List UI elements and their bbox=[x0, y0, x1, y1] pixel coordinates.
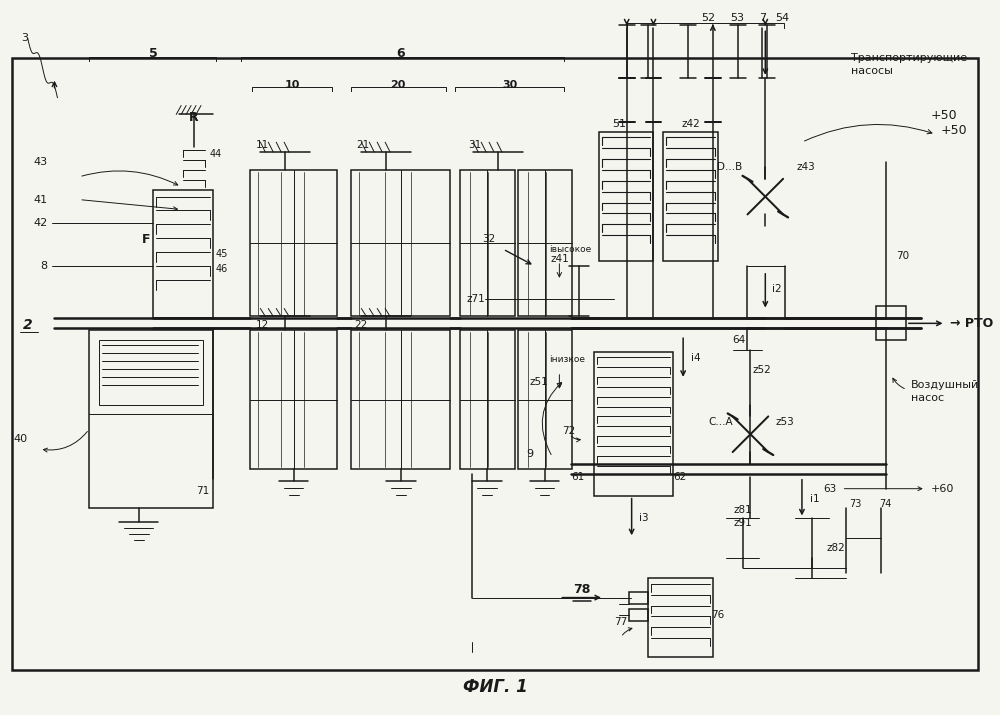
Text: z82: z82 bbox=[827, 543, 845, 553]
Bar bbox=[518, 170, 572, 317]
Bar bbox=[599, 132, 653, 261]
Text: 72: 72 bbox=[562, 426, 576, 436]
Text: z81: z81 bbox=[733, 506, 752, 516]
Text: 22: 22 bbox=[354, 320, 368, 330]
Text: 21: 21 bbox=[356, 140, 370, 150]
Text: iвысокое: iвысокое bbox=[549, 245, 592, 254]
Bar bbox=[12, 58, 978, 670]
Text: 74: 74 bbox=[879, 498, 892, 508]
Text: i3: i3 bbox=[639, 513, 648, 523]
Text: 52: 52 bbox=[701, 14, 715, 24]
Text: 3: 3 bbox=[21, 33, 28, 43]
Bar bbox=[89, 330, 213, 508]
Text: 53: 53 bbox=[731, 14, 745, 24]
Text: 76: 76 bbox=[711, 611, 724, 621]
Text: C...A: C...A bbox=[708, 418, 733, 428]
Text: 5: 5 bbox=[149, 46, 158, 59]
Text: z52: z52 bbox=[752, 365, 771, 375]
Text: 20: 20 bbox=[390, 80, 406, 90]
Text: 9: 9 bbox=[526, 449, 533, 459]
Text: 12: 12 bbox=[255, 320, 269, 330]
Bar bbox=[594, 352, 673, 495]
Text: 54: 54 bbox=[775, 14, 789, 24]
Text: Воздушный: Воздушный bbox=[911, 380, 979, 390]
Text: i2: i2 bbox=[772, 284, 782, 294]
Text: 61: 61 bbox=[571, 472, 584, 482]
Text: +50: +50 bbox=[941, 124, 967, 137]
Text: 8: 8 bbox=[40, 261, 48, 271]
Text: z43: z43 bbox=[797, 162, 816, 172]
Text: 77: 77 bbox=[614, 617, 627, 627]
Text: 31: 31 bbox=[468, 140, 482, 150]
Bar bbox=[460, 170, 515, 317]
Bar bbox=[876, 305, 906, 340]
Text: D...B: D...B bbox=[717, 162, 743, 172]
Bar bbox=[250, 330, 337, 469]
Text: 30: 30 bbox=[502, 80, 518, 90]
Text: z53: z53 bbox=[775, 418, 794, 428]
Text: R: R bbox=[189, 111, 199, 124]
Bar bbox=[250, 170, 337, 317]
Text: 2: 2 bbox=[23, 318, 33, 332]
Text: 6: 6 bbox=[397, 46, 405, 59]
Text: 42: 42 bbox=[33, 218, 48, 228]
Text: насос: насос bbox=[911, 393, 944, 403]
Text: F: F bbox=[142, 232, 150, 246]
Text: 63: 63 bbox=[823, 483, 837, 493]
Text: 62: 62 bbox=[673, 472, 686, 482]
Text: iнизкое: iнизкое bbox=[549, 355, 585, 365]
Bar bbox=[629, 609, 648, 621]
Text: 41: 41 bbox=[33, 194, 48, 204]
Text: 78: 78 bbox=[573, 583, 591, 596]
Text: z42: z42 bbox=[682, 119, 700, 129]
Bar bbox=[663, 132, 718, 261]
Text: 44: 44 bbox=[210, 149, 222, 159]
Bar bbox=[351, 170, 450, 317]
Bar bbox=[460, 330, 515, 469]
Text: 10: 10 bbox=[284, 80, 300, 90]
Text: Транспортирующие: Транспортирующие bbox=[851, 53, 968, 63]
Text: 51: 51 bbox=[612, 119, 626, 129]
Text: 40: 40 bbox=[14, 434, 28, 444]
Text: ФИГ. 1: ФИГ. 1 bbox=[463, 678, 527, 696]
Text: i1: i1 bbox=[810, 493, 819, 503]
Text: z51: z51 bbox=[530, 377, 548, 387]
Bar bbox=[648, 578, 713, 657]
Text: 32: 32 bbox=[482, 235, 495, 245]
Text: +50: +50 bbox=[931, 109, 957, 122]
Text: 46: 46 bbox=[216, 264, 228, 274]
Text: z41: z41 bbox=[551, 254, 569, 264]
Text: 71: 71 bbox=[196, 485, 210, 495]
Text: 70: 70 bbox=[896, 251, 909, 261]
Text: 45: 45 bbox=[216, 249, 228, 259]
Text: 64: 64 bbox=[733, 335, 746, 345]
Text: +60: +60 bbox=[931, 483, 954, 493]
Text: насосы: насосы bbox=[851, 66, 893, 76]
Text: → РТО: → РТО bbox=[950, 317, 994, 330]
Bar bbox=[518, 330, 572, 469]
Text: z91: z91 bbox=[733, 518, 752, 528]
Text: z71: z71 bbox=[466, 294, 485, 304]
Bar bbox=[351, 330, 450, 469]
Bar bbox=[629, 591, 648, 603]
Text: 73: 73 bbox=[849, 498, 862, 508]
Bar bbox=[99, 340, 203, 405]
Text: 7: 7 bbox=[759, 14, 766, 24]
Text: 43: 43 bbox=[33, 157, 48, 167]
Text: 11: 11 bbox=[255, 140, 269, 150]
Bar bbox=[153, 189, 213, 318]
Text: i4: i4 bbox=[691, 353, 701, 363]
